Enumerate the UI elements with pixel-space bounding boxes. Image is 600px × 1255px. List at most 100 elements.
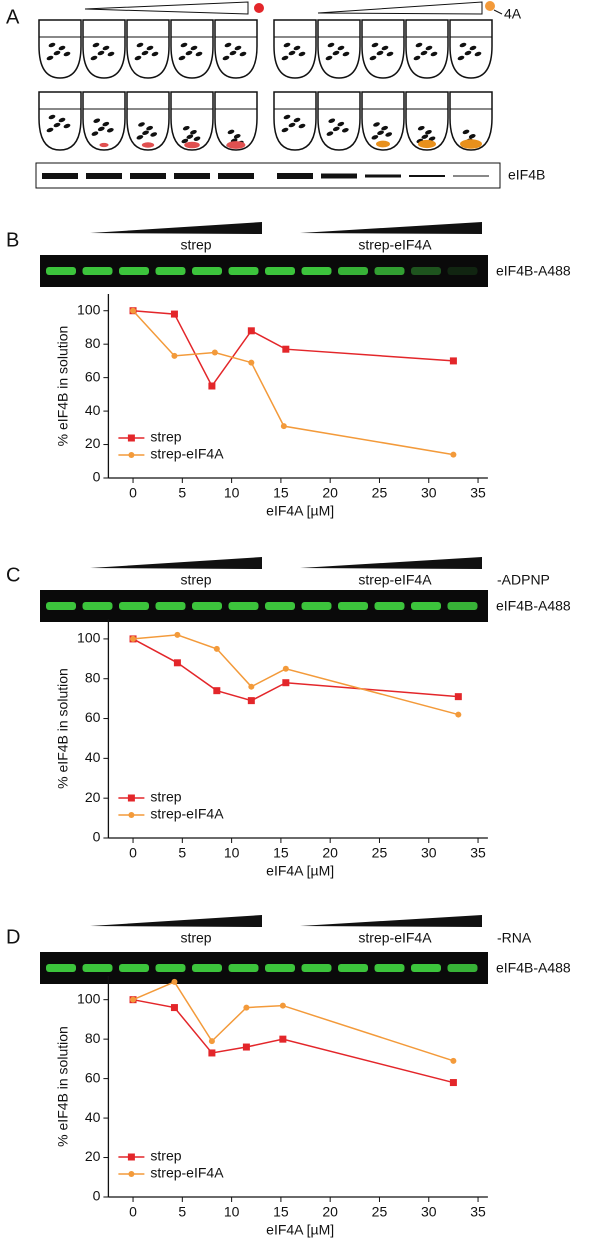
series-line <box>132 634 459 716</box>
x-tick-label: 10 <box>224 1204 240 1220</box>
gel-band <box>265 964 295 972</box>
x-tick-label: 20 <box>322 845 338 861</box>
wedge <box>90 222 262 234</box>
gel-label: eIF4B-A488 <box>496 263 571 279</box>
gel-band <box>86 173 122 179</box>
particle <box>373 122 380 127</box>
wedge <box>300 915 482 927</box>
gel-label: eIF4B-A488 <box>496 598 571 614</box>
x-tick-label: 0 <box>129 485 137 501</box>
tube <box>449 91 493 151</box>
particle <box>283 114 291 120</box>
y-tick-label: 20 <box>85 435 101 451</box>
particle <box>138 122 145 127</box>
y-tick-label: 0 <box>93 829 101 845</box>
particle <box>464 50 472 56</box>
particle <box>63 123 71 129</box>
panel-letter: B <box>6 229 19 251</box>
particle <box>92 42 100 48</box>
gel-band <box>411 267 441 275</box>
y-tick-label: 60 <box>85 368 101 384</box>
x-tick-label: 30 <box>421 845 437 861</box>
marker <box>208 1038 215 1045</box>
particle <box>58 45 66 51</box>
particle <box>239 51 247 57</box>
pellet <box>418 139 436 149</box>
gel-band <box>374 267 405 275</box>
y-tick-label: 100 <box>77 990 101 1006</box>
y-axis-label: % eIF4B in solution <box>55 668 71 789</box>
group-label: strep-eIF4A <box>358 572 432 588</box>
gel <box>40 255 488 287</box>
particle <box>106 128 114 133</box>
particle <box>385 132 393 137</box>
gel-band <box>46 602 76 610</box>
particle <box>190 129 197 135</box>
marker <box>449 1079 457 1087</box>
particle <box>469 45 477 51</box>
gel-band <box>409 175 445 177</box>
particle <box>193 136 201 141</box>
gel-band <box>155 267 186 275</box>
marker <box>208 382 216 390</box>
particle <box>376 50 384 56</box>
legend-label: strep-eIF4A <box>150 806 224 822</box>
gel-band <box>301 964 332 972</box>
particle <box>425 129 432 135</box>
particle <box>288 122 296 128</box>
gel-band <box>365 174 401 178</box>
x-tick-label: 25 <box>372 845 388 861</box>
legend-marker <box>127 794 135 802</box>
particle <box>462 129 470 135</box>
particle <box>46 127 54 133</box>
series-line <box>132 638 459 702</box>
gel-band <box>155 964 186 972</box>
marker <box>282 665 289 672</box>
gel-band <box>192 602 222 610</box>
y-tick-label: 100 <box>77 630 101 646</box>
tube <box>214 91 258 151</box>
particle <box>430 51 438 57</box>
particle <box>377 130 384 136</box>
particle <box>332 50 340 56</box>
marker <box>208 1049 216 1057</box>
gel-band <box>321 173 357 179</box>
series-line <box>132 980 454 1062</box>
y-axis-label: % eIF4B in solution <box>55 1026 71 1147</box>
particle <box>146 45 154 51</box>
particle <box>421 134 429 139</box>
legend-label: strep <box>150 1148 181 1164</box>
particle <box>381 45 389 51</box>
gel-band <box>155 602 186 610</box>
particle <box>58 117 66 123</box>
x-axis-label: eIF4A [µM] <box>266 863 334 879</box>
marker <box>171 352 178 359</box>
gel-band <box>119 602 149 610</box>
gel-band <box>46 964 76 972</box>
x-tick-label: 5 <box>178 485 186 501</box>
tube <box>361 91 405 151</box>
pellet <box>141 142 155 148</box>
particle <box>371 135 379 140</box>
pellet <box>226 141 246 149</box>
tube <box>126 91 170 151</box>
gel-label: eIF4B <box>508 167 545 183</box>
marker <box>170 310 178 318</box>
particle <box>46 55 54 61</box>
series-line <box>132 998 454 1084</box>
gel-band <box>119 267 149 275</box>
gel-band <box>46 267 76 275</box>
marker <box>455 711 462 718</box>
y-tick-label: 20 <box>85 1148 101 1164</box>
particle <box>459 42 467 48</box>
particle <box>293 117 301 123</box>
x-tick-label: 5 <box>178 845 186 861</box>
particle <box>107 51 115 57</box>
y-tick-label: 80 <box>85 669 101 685</box>
particle <box>234 45 242 51</box>
particle <box>325 55 333 61</box>
gel-band <box>453 175 489 177</box>
y-tick-label: 40 <box>85 749 101 765</box>
panel-letter: D <box>6 926 20 948</box>
